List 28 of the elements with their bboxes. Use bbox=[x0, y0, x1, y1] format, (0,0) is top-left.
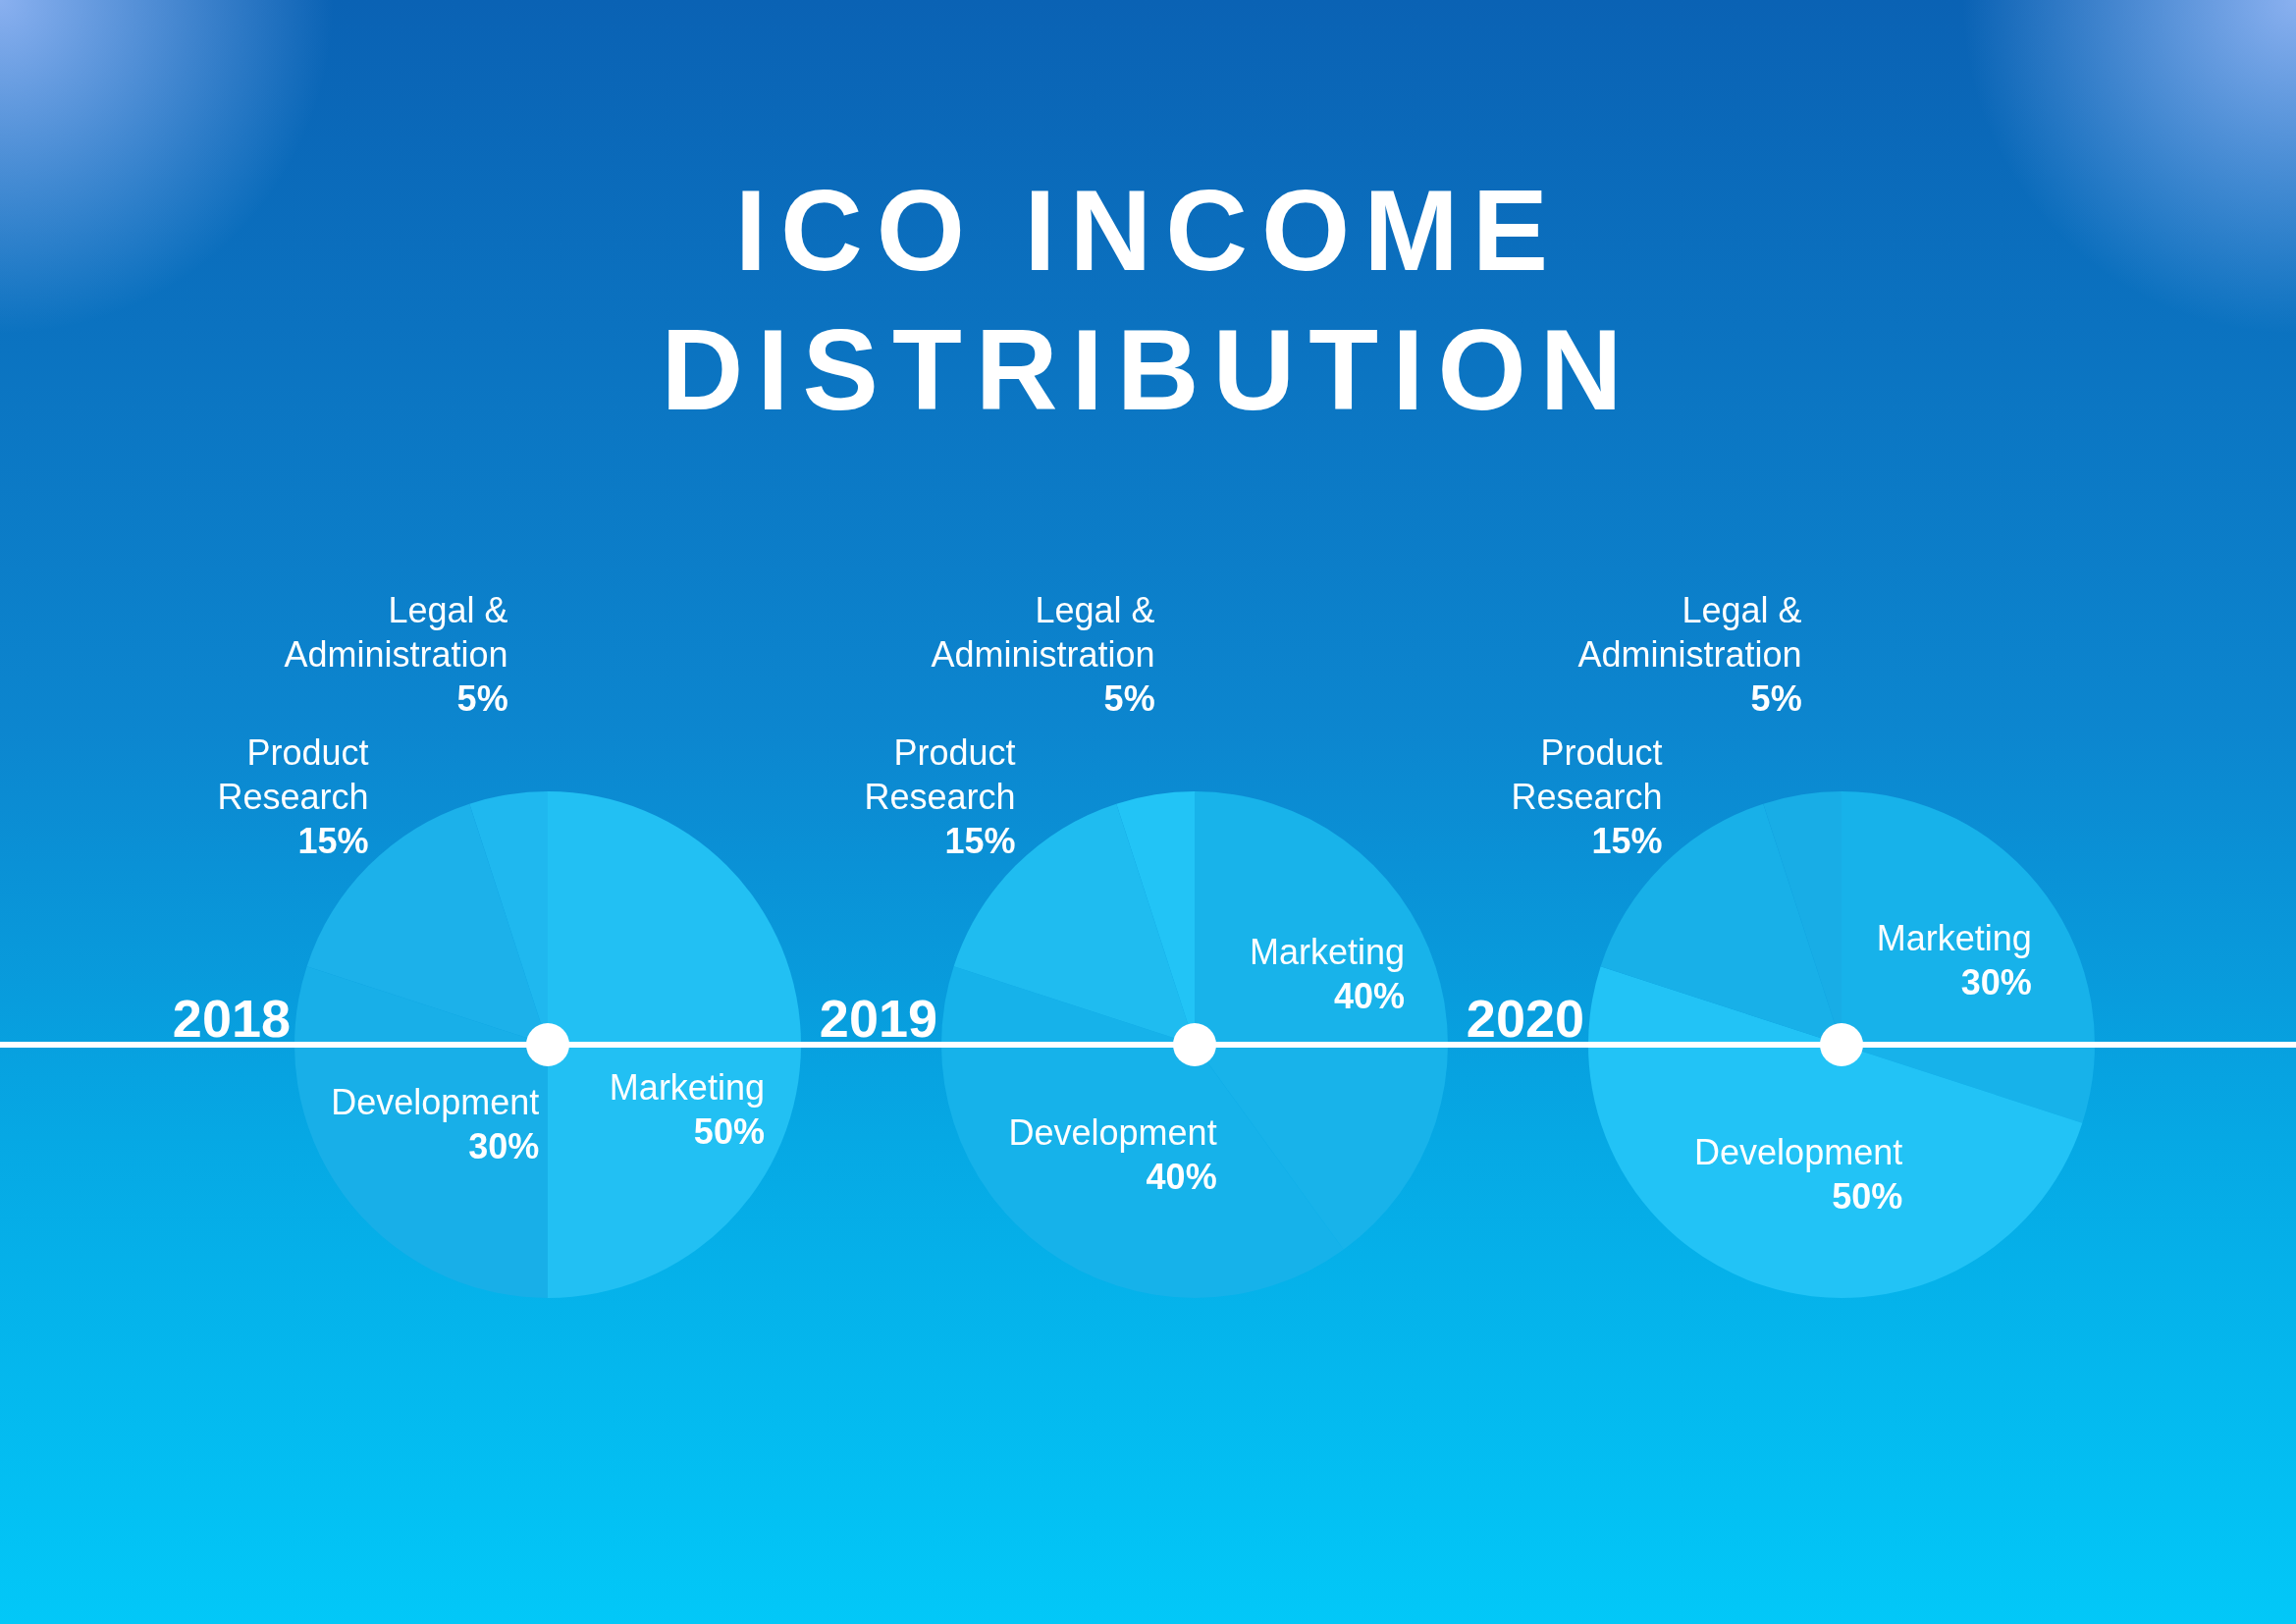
data-label: 40% bbox=[1333, 976, 1405, 1017]
text: ICO INCOME DISTRIBUTION bbox=[661, 167, 1636, 434]
slice-label: Product Research bbox=[1511, 731, 1663, 817]
slice-label: Legal & Administration bbox=[284, 589, 508, 675]
slice-label: Legal & Administration bbox=[931, 589, 1155, 675]
slice-label: Marketing bbox=[609, 1067, 765, 1109]
slice-label: Marketing bbox=[1249, 932, 1405, 973]
data-label: 5% bbox=[456, 677, 508, 719]
text: 2019 bbox=[819, 989, 937, 1048]
text: 2018 bbox=[172, 989, 291, 1048]
data-label: 50% bbox=[1832, 1176, 1903, 1218]
slice-label: Development bbox=[1694, 1132, 1903, 1173]
data-label: 50% bbox=[693, 1111, 765, 1153]
data-label: 30% bbox=[1960, 962, 2032, 1003]
slice-label: Legal & Administration bbox=[1577, 589, 1802, 675]
data-label: 15% bbox=[944, 820, 1016, 861]
slice-label: Marketing bbox=[1876, 918, 2032, 959]
data-label: 15% bbox=[1591, 820, 1663, 861]
text: 2020 bbox=[1466, 989, 1584, 1048]
slice-label: Product Research bbox=[217, 731, 369, 817]
slice-label: Development bbox=[331, 1081, 540, 1122]
data-label: 15% bbox=[297, 820, 369, 861]
data-label: 40% bbox=[1146, 1157, 1217, 1198]
data-label: 5% bbox=[1750, 677, 1802, 719]
slice-label: Development bbox=[1008, 1112, 1217, 1154]
data-label: 5% bbox=[1103, 677, 1155, 719]
data-label: 30% bbox=[468, 1125, 540, 1166]
slice-label: Product Research bbox=[864, 731, 1016, 817]
